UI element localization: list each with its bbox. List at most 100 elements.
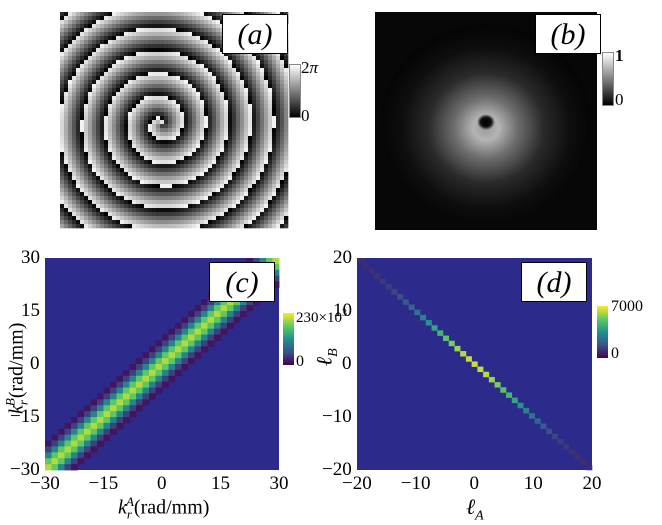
heatmap-c-cell (220, 299, 228, 306)
heatmap-d-cell (368, 268, 375, 274)
heatmap-c-cell (110, 381, 117, 388)
heatmap-c-cell (214, 305, 221, 312)
heatmap-c-cell (136, 399, 143, 406)
heatmap-c-cell (181, 358, 189, 365)
heatmap-c-cell (175, 340, 182, 347)
heatmap-c-cell (181, 322, 189, 330)
heatmap-c-cell (58, 434, 65, 441)
heatmap-d-cell (517, 402, 524, 409)
heatmap-c-cell (71, 458, 78, 465)
heatmap-c-cell (162, 381, 169, 388)
heatmap-c-cell (188, 340, 195, 347)
heatmap-d-cell (523, 407, 530, 414)
heatmap-c-cell (90, 434, 98, 441)
heatmap-d-cell (580, 459, 587, 466)
heatmap-c-cell (103, 428, 111, 436)
heatmap-c-cell (142, 387, 150, 394)
colorbar-b (602, 52, 614, 106)
heatmap-c-cell (51, 458, 59, 465)
heatmap-c-cell (194, 305, 202, 312)
panel-c-x-tick: 15 (211, 473, 230, 494)
heatmap-c-cell (64, 452, 72, 459)
colorbar-c (283, 313, 294, 365)
heatmap-c-cell (272, 258, 280, 265)
heatmap-c-cell (233, 311, 241, 318)
heatmap-c-cell (155, 340, 163, 347)
heatmap-c-cell (214, 334, 221, 341)
heatmap-c-cell (162, 352, 169, 359)
heatmap-c-cell (45, 458, 52, 465)
heatmap-c-cell (136, 405, 143, 412)
heatmap-c-cell (188, 334, 195, 341)
heatmap-c-cell (110, 428, 117, 436)
heatmap-c-cell (71, 422, 78, 430)
heatmap-d-cell (460, 351, 467, 357)
heatmap-c-cell (45, 464, 52, 471)
heatmap-c-cell (162, 358, 169, 365)
heatmap-d-cell (397, 294, 404, 300)
heatmap-c-cell (110, 405, 117, 412)
colorbar-a-min: 0 (301, 106, 310, 125)
heatmap-c-cell (123, 411, 130, 418)
heatmap-c-cell (181, 328, 189, 335)
heatmap-c-cell (168, 340, 176, 347)
heatmap-d-cell (500, 387, 507, 393)
heatmap-c-cell (149, 364, 156, 371)
heatmap-c-cell (90, 411, 98, 418)
heatmap-c-cell (168, 346, 176, 353)
heatmap-c-cell (77, 428, 85, 436)
heatmap-c-cell (207, 299, 215, 306)
heatmap-c-cell (129, 411, 137, 418)
heatmap-d-cell (477, 366, 484, 373)
heatmap-c-cell (168, 328, 176, 335)
heatmap-c-cell (123, 375, 130, 383)
heatmap-c-cell (194, 352, 202, 359)
heatmap-c-cell (162, 375, 169, 383)
heatmap-d-cell (494, 382, 501, 388)
heatmap-d-cell (528, 413, 535, 419)
heatmap-c-cell (149, 369, 156, 377)
heatmap-c-cell (45, 446, 52, 453)
heatmap-c-cell (233, 299, 241, 306)
heatmap-c-cell (129, 375, 137, 383)
heatmap-c-cell (162, 369, 169, 377)
heatmap-c-cell (90, 446, 98, 453)
heatmap-c-cell (103, 387, 111, 394)
heatmap-d-cell (563, 444, 570, 450)
heatmap-c-cell (194, 328, 202, 335)
heatmap-c-cell (233, 316, 241, 324)
panel-c-x-tick: 0 (157, 473, 167, 494)
heatmap-c-cell (64, 440, 72, 447)
panel-d-x-tick: −10 (400, 473, 431, 494)
colorbar-d (597, 306, 608, 358)
heatmap-c-cell (162, 334, 169, 341)
panel-c-y-tick: 15 (21, 300, 40, 321)
heatmap-c-cell (90, 405, 98, 412)
heatmap-c-cell (97, 434, 104, 441)
heatmap-c-cell (162, 340, 169, 347)
heatmap-c-cell (77, 458, 85, 465)
heatmap-c-cell (110, 399, 117, 406)
heatmap-c-cell (71, 446, 78, 453)
heatmap-c-cell (142, 381, 150, 388)
heatmap-c-cell (188, 316, 195, 324)
heatmap-c-cell (116, 393, 124, 400)
colorbar-c-min: 0 (296, 353, 304, 370)
heatmap-c-cell (84, 405, 91, 412)
heatmap-d-cell (551, 433, 558, 440)
heatmap-c-cell (129, 381, 137, 388)
heatmap-c-cell (58, 440, 65, 447)
heatmap-d-cell (374, 273, 381, 279)
colorbar-c-max: 230×103 (296, 308, 347, 326)
heatmap-c-cell (207, 305, 215, 312)
heatmap-c-cell (51, 440, 59, 447)
heatmap-c-cell (246, 299, 254, 306)
heatmap-d-cell (442, 335, 450, 342)
heatmap-d-cell (546, 428, 553, 435)
heatmap-c-cell (129, 369, 137, 377)
heatmap-c-cell (123, 393, 130, 400)
panel-b: (b) (375, 12, 601, 230)
heatmap-c-cell (123, 381, 130, 388)
heatmap-c-cell (51, 464, 59, 471)
heatmap-c-cell (194, 346, 202, 353)
